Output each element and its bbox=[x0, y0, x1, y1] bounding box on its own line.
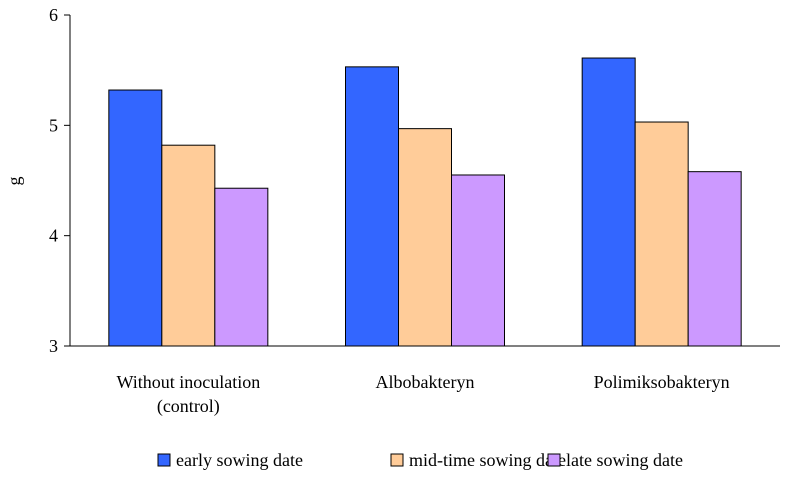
bar bbox=[451, 174, 505, 347]
legend-swatch bbox=[157, 453, 171, 467]
axes bbox=[69, 15, 780, 347]
y-tick-label: 5 bbox=[49, 115, 58, 135]
legend: early sowing date mid-time sowing date lat… bbox=[157, 450, 683, 470]
legend-label: early sowing date bbox=[176, 450, 303, 470]
bar bbox=[634, 121, 689, 347]
bar bbox=[687, 171, 742, 347]
y-tick-label: 4 bbox=[49, 226, 58, 246]
category-label: Without inoculation bbox=[116, 372, 260, 392]
y-axis-ticks: 3 4 5 6 bbox=[49, 5, 70, 356]
category-labels: Without inoculation (control) Albobakteryn… bbox=[116, 372, 729, 417]
bar bbox=[161, 144, 216, 347]
category-label: Albobakteryn bbox=[376, 372, 475, 392]
y-axis-title: g bbox=[4, 177, 24, 186]
legend-label: late sowing date bbox=[566, 450, 683, 470]
y-axis-title-group: g bbox=[4, 177, 24, 186]
y-tick-label: 6 bbox=[49, 5, 58, 25]
y-tick-label: 3 bbox=[49, 336, 58, 356]
legend-swatch bbox=[547, 453, 561, 467]
bar bbox=[214, 187, 269, 347]
bar bbox=[345, 66, 399, 347]
bar bbox=[398, 128, 452, 347]
legend-label: mid-time sowing date bbox=[409, 450, 566, 470]
bar bbox=[581, 57, 636, 347]
bar bbox=[108, 89, 163, 347]
category-label: (control) bbox=[157, 396, 220, 417]
category-label: Polimiksobakteryn bbox=[594, 372, 730, 392]
bars bbox=[108, 57, 742, 347]
legend-swatch bbox=[390, 453, 404, 467]
